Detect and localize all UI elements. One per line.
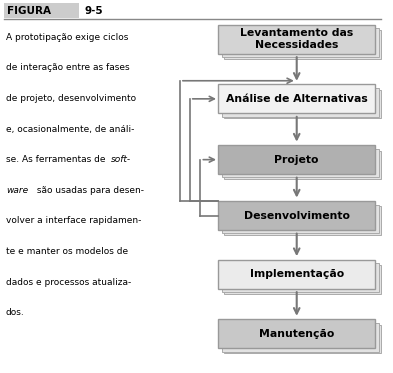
Text: te e manter os modelos de: te e manter os modelos de xyxy=(6,247,128,256)
Text: 9-5: 9-5 xyxy=(84,6,103,16)
Text: Levantamento das
Necessidades: Levantamento das Necessidades xyxy=(240,28,353,50)
Text: se. As ferramentas de: se. As ferramentas de xyxy=(6,155,108,164)
FancyBboxPatch shape xyxy=(218,145,375,174)
Text: ware: ware xyxy=(6,186,28,195)
Text: FIGURA: FIGURA xyxy=(7,6,51,16)
FancyBboxPatch shape xyxy=(222,88,379,116)
Text: são usadas para desen-: são usadas para desen- xyxy=(34,186,144,195)
Text: Manutenção: Manutenção xyxy=(259,329,334,339)
FancyBboxPatch shape xyxy=(224,151,381,179)
FancyBboxPatch shape xyxy=(222,204,379,233)
FancyBboxPatch shape xyxy=(224,207,381,235)
FancyBboxPatch shape xyxy=(222,263,379,292)
FancyBboxPatch shape xyxy=(224,265,381,294)
FancyBboxPatch shape xyxy=(224,325,381,354)
Text: de interação entre as fases: de interação entre as fases xyxy=(6,63,130,72)
Text: dos.: dos. xyxy=(6,308,25,317)
FancyBboxPatch shape xyxy=(218,25,375,53)
Text: e, ocasionalmente, de análi-: e, ocasionalmente, de análi- xyxy=(6,125,134,134)
Text: de projeto, desenvolvimento: de projeto, desenvolvimento xyxy=(6,94,136,103)
Text: soft-: soft- xyxy=(111,155,131,164)
FancyBboxPatch shape xyxy=(218,319,375,348)
FancyBboxPatch shape xyxy=(222,28,379,57)
Text: Projeto: Projeto xyxy=(274,155,319,164)
Text: Análise de Alternativas: Análise de Alternativas xyxy=(226,94,367,104)
FancyBboxPatch shape xyxy=(222,323,379,351)
FancyBboxPatch shape xyxy=(224,90,381,119)
FancyBboxPatch shape xyxy=(224,30,381,59)
Text: Implementação: Implementação xyxy=(250,269,344,279)
Text: volver a interface rapidamen-: volver a interface rapidamen- xyxy=(6,216,141,225)
FancyBboxPatch shape xyxy=(218,201,375,230)
FancyBboxPatch shape xyxy=(218,85,375,113)
FancyBboxPatch shape xyxy=(222,149,379,178)
FancyBboxPatch shape xyxy=(4,3,79,18)
Text: Desenvolvimento: Desenvolvimento xyxy=(244,211,350,220)
FancyBboxPatch shape xyxy=(218,260,375,289)
Text: dados e processos atualiza-: dados e processos atualiza- xyxy=(6,278,131,286)
Text: A prototipação exige ciclos: A prototipação exige ciclos xyxy=(6,33,128,42)
